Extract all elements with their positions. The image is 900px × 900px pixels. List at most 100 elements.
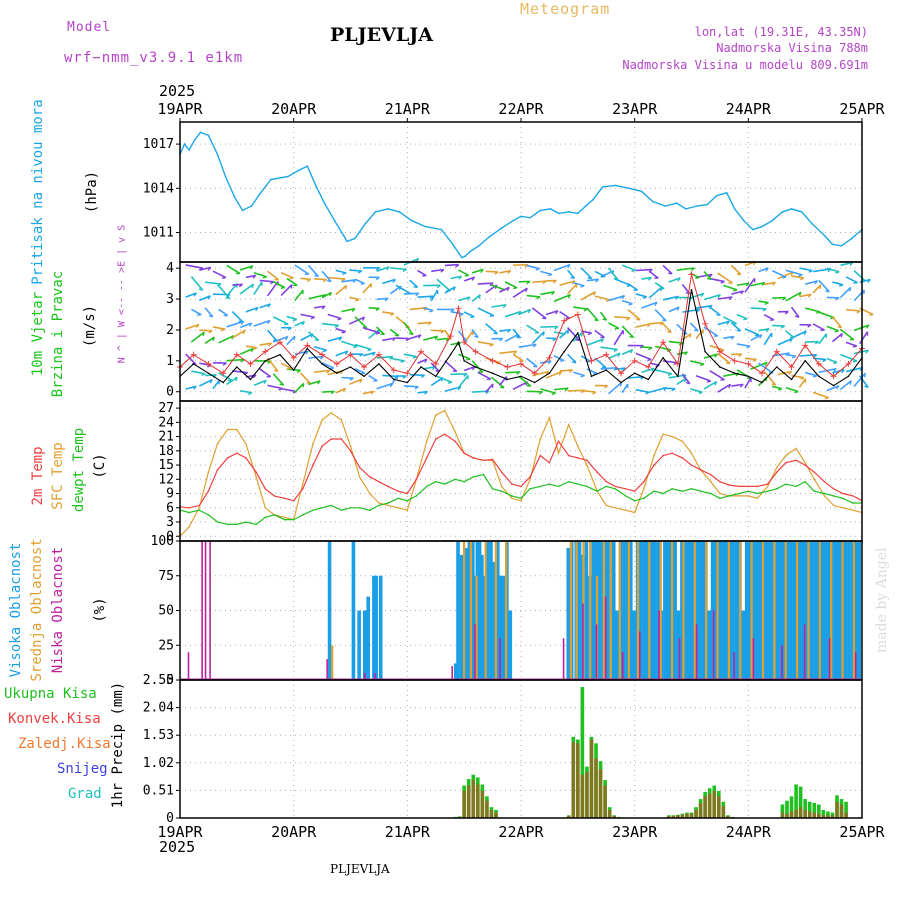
- wind-arrow: [785, 330, 795, 339]
- wind-arrowhead: [706, 380, 711, 383]
- wind-arrow: [281, 387, 297, 393]
- wind-arrowhead: [592, 391, 597, 395]
- temp-2m-line-point: [511, 483, 513, 485]
- wind-arrowhead: [640, 376, 645, 380]
- wind-arrow: [362, 283, 373, 294]
- wind-arrowhead: [402, 375, 407, 379]
- wind-arrowhead: [322, 349, 327, 353]
- wind-arrowhead: [788, 370, 793, 375]
- cloud-high-bar: [799, 541, 804, 680]
- wind-arrowhead: [207, 364, 212, 368]
- wind-speed-line-point: [533, 381, 536, 384]
- wind-arrow: [580, 291, 596, 301]
- cloud-high-bar: [569, 541, 574, 680]
- wind-arrow: [717, 320, 730, 326]
- wind-arrow: [253, 272, 267, 278]
- sfc-temp-line-point: [188, 525, 190, 528]
- wind-arrow: [763, 313, 775, 321]
- cloud-high-bar: [785, 541, 790, 680]
- temp-2m-line-point: [397, 490, 400, 492]
- wind-arrow: [608, 294, 625, 302]
- precip-total-bar: [612, 815, 617, 818]
- wind-arrowhead: [728, 296, 733, 301]
- precip-total-bar: [685, 812, 689, 818]
- wind-arrow: [750, 334, 763, 342]
- cloud-high-bar: [847, 541, 851, 680]
- cloud-low-bar: [582, 603, 584, 680]
- wind-arrowhead: [360, 282, 365, 285]
- gust-line-point: [577, 313, 579, 316]
- wind-arrow: [723, 335, 735, 340]
- temp-2m-line-point: [264, 487, 267, 490]
- wind-arrowhead: [329, 292, 333, 297]
- cloud-high-bar: [459, 554, 464, 680]
- wind-arrowhead: [310, 316, 315, 320]
- precip-conv-bar: [817, 813, 821, 818]
- cloud-high-bar: [659, 610, 664, 680]
- dewpt-line-point: [511, 495, 513, 497]
- wind-arrowhead: [306, 381, 311, 385]
- ytick-label: 75: [158, 569, 174, 584]
- gust-marker: [574, 311, 581, 318]
- wind-arrow: [253, 281, 263, 295]
- wind-arrow: [621, 383, 629, 394]
- cloud-low-bar: [621, 652, 624, 680]
- sfc-temp-line-point: [236, 428, 238, 431]
- cloud-high-bar: [577, 541, 582, 680]
- wind-arrowhead: [384, 297, 389, 302]
- sfc-temp-line-point: [463, 452, 465, 455]
- pressure-line-point: [500, 227, 503, 229]
- pressure-line-point: [752, 228, 754, 231]
- wind-arrow: [518, 343, 537, 348]
- precip-conv-bar: [794, 809, 798, 818]
- wind-speed-line-point: [832, 384, 835, 387]
- wind-arrowhead: [542, 331, 545, 336]
- wind-arrow: [417, 295, 434, 298]
- wind-arrow: [676, 351, 688, 356]
- sfc-temp-line: [179, 409, 863, 537]
- gust-line-point: [590, 360, 593, 362]
- ytick-label: 18: [158, 444, 174, 459]
- pressure-line-point: [250, 205, 253, 207]
- wind-arrow: [717, 352, 731, 365]
- sfc-temp-line-point: [255, 476, 257, 478]
- wind-arrow: [389, 285, 402, 295]
- precip-conv-bar: [471, 780, 476, 818]
- wind-arrowhead: [782, 276, 787, 279]
- cloud-high-bar: [690, 541, 694, 680]
- wind-arrowhead: [284, 336, 289, 341]
- precip-conv-bar: [453, 817, 457, 818]
- temp-2m-line-point: [216, 469, 219, 471]
- cloud-high-bar: [456, 541, 460, 680]
- wind-arrow: [335, 284, 348, 296]
- temp-2m-line-point: [662, 454, 664, 457]
- wind-arrowhead: [263, 379, 267, 385]
- wind-arrow: [559, 329, 570, 339]
- precip-legend-item: Snijeg: [57, 761, 108, 777]
- wind-arrow: [190, 276, 204, 291]
- cloud-high-bar: [710, 541, 715, 680]
- cloud-high-bar: [819, 541, 824, 680]
- temp-2m-line-point: [245, 457, 247, 459]
- cloud-mid-bar: [575, 541, 578, 680]
- wind-arrow: [526, 357, 538, 368]
- wind-arrow: [621, 325, 634, 338]
- pressure-line-point: [831, 243, 834, 246]
- wind-arrow: [818, 311, 835, 319]
- wind-arrow: [185, 323, 200, 330]
- sfc-temp-line-point: [179, 535, 181, 538]
- year-top: 2025: [159, 82, 196, 100]
- precip-total-bar: [589, 736, 594, 818]
- wind-arrow: [512, 381, 529, 391]
- wind-arrow: [300, 333, 314, 342]
- pressure-line-point: [685, 208, 687, 210]
- pressure-line-point: [207, 134, 210, 137]
- wind-arrowhead: [459, 313, 464, 317]
- wind-arrow: [300, 313, 315, 319]
- precip-conv-bar: [585, 772, 589, 818]
- cloud-high-bar: [826, 541, 831, 680]
- wind-arrow: [185, 385, 197, 390]
- wind-speed-line-point: [420, 366, 422, 368]
- wind-arrowhead: [485, 390, 490, 395]
- wind-arrow: [458, 353, 471, 360]
